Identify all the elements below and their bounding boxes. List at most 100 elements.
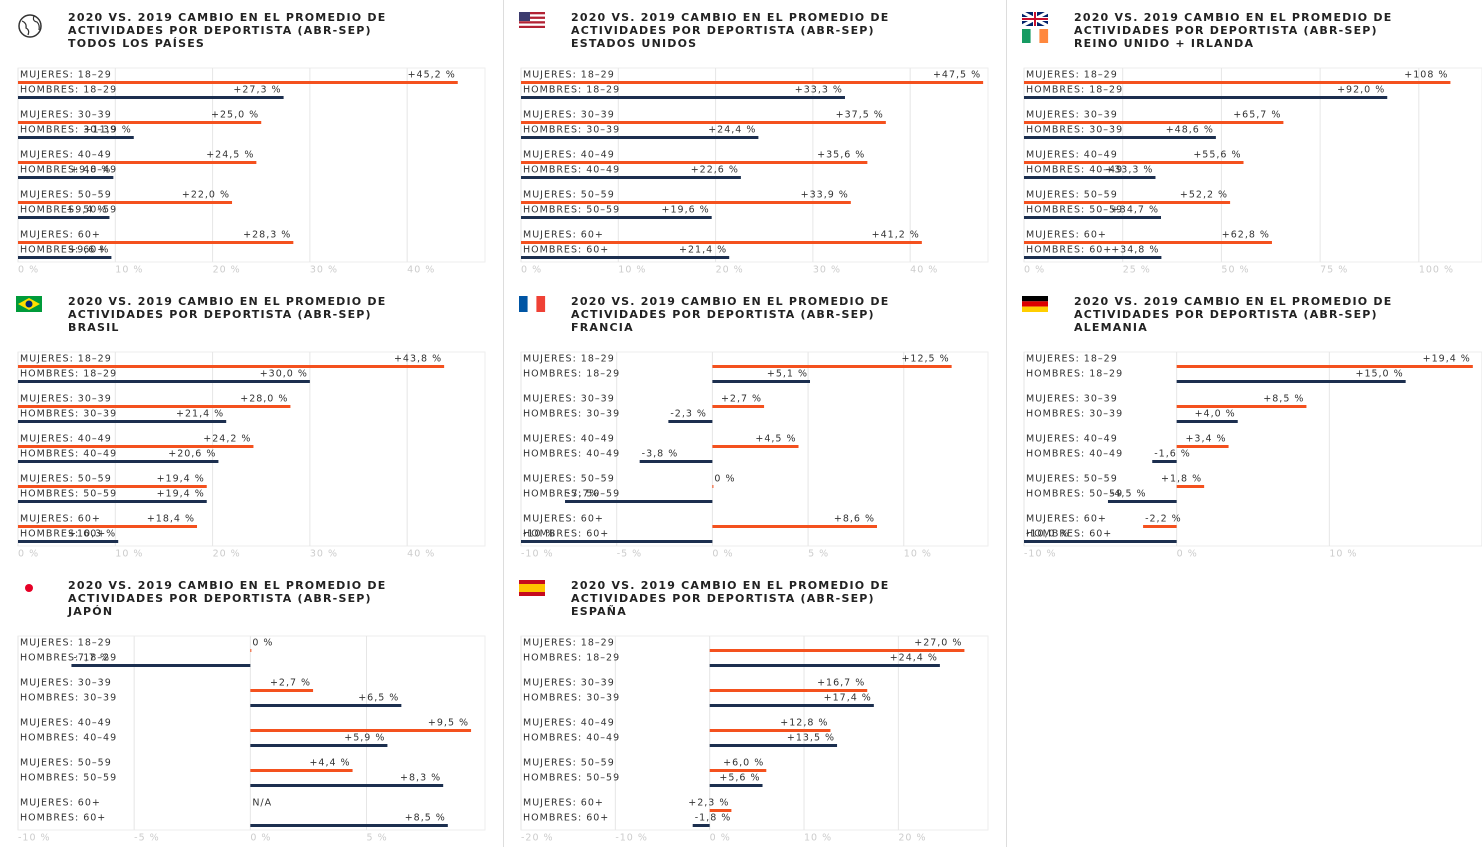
x-tick-label: 10 %: [904, 549, 932, 560]
category-label: HOMBRES: 40–49: [1026, 165, 1123, 176]
bar: [1176, 445, 1229, 448]
value-label: +4,0 %: [1195, 409, 1236, 420]
value-label: +27,0 %: [914, 638, 962, 649]
bar: [712, 445, 799, 448]
value-label: +47,5 %: [933, 70, 981, 81]
flag-icon: [18, 14, 42, 38]
x-tick-label: 5 %: [808, 549, 829, 560]
value-label: +37,5 %: [836, 110, 884, 121]
bar: [18, 485, 207, 488]
bar: [18, 365, 445, 368]
x-tick-label: 40 %: [407, 549, 435, 560]
bar: [1024, 136, 1216, 139]
category-label: MUJERES: 60+: [523, 230, 604, 241]
category-label: HOMBRES: 30–39: [523, 409, 620, 420]
chart-panel: 2020 VS. 2019 CAMBIO EN EL PROMEDIO DE A…: [0, 0, 500, 284]
chart-title: 2020 VS. 2019 CAMBIO EN EL PROMEDIO DE A…: [68, 295, 387, 321]
value-label: +28,3 %: [243, 230, 291, 241]
category-label: HOMBRES: 50–59: [523, 773, 620, 784]
bar: [250, 704, 402, 707]
value-label: +19,4 %: [157, 474, 205, 485]
category-label: HOMBRES: 18–29: [20, 653, 117, 664]
chart-panel: 2020 VS. 2019 CAMBIO EN EL PROMEDIO DE A…: [503, 284, 1003, 568]
bar: [709, 744, 838, 747]
category-label: MUJERES: 30–39: [1026, 394, 1118, 405]
bar: [18, 121, 262, 124]
bar: [639, 460, 713, 463]
chart: 0 % 10 % 20 % 30 % 40 % MUJERES: 18–29 +43,8 %…: [17, 351, 486, 560]
x-tick-label: 0 %: [18, 549, 39, 560]
category-label: HOMBRES: 60+: [523, 245, 609, 256]
chart-heading: 2020 VS. 2019 CAMBIO EN EL PROMEDIO DE A…: [571, 579, 901, 618]
value-label: +5,6 %: [719, 773, 760, 784]
flag-icon: [16, 580, 42, 596]
category-label: HOMBRES: 50–59: [1026, 205, 1123, 216]
chart-title: 2020 VS. 2019 CAMBIO EN EL PROMEDIO DE A…: [68, 579, 387, 605]
category-label: HOMBRES: 18–29: [523, 85, 620, 96]
value-label: +20,6 %: [168, 449, 216, 460]
category-label: MUJERES: 40–49: [1026, 150, 1118, 161]
value-label: +2,7 %: [721, 394, 762, 405]
value-label: +24,4 %: [708, 125, 756, 136]
value-label: +34,8 %: [1111, 245, 1159, 256]
bar: [709, 704, 874, 707]
x-tick-label: 0 %: [521, 265, 542, 276]
value-label: -2,3 %: [670, 409, 707, 420]
chart-heading: 2020 VS. 2019 CAMBIO EN EL PROMEDIO DE A…: [571, 295, 901, 334]
bar: [1024, 96, 1388, 99]
category-label: MUJERES: 60+: [1026, 230, 1107, 241]
chart: 0 % 10 % 20 % 30 % 40 % MUJERES: 18–29 +47,5 %…: [520, 67, 989, 276]
chart-title: 2020 VS. 2019 CAMBIO EN EL PROMEDIO DE A…: [1074, 11, 1393, 37]
value-label: +34,7 %: [1111, 205, 1159, 216]
x-tick-label: 10 %: [115, 549, 143, 560]
x-tick-label: -5 %: [134, 833, 160, 844]
category-label: HOMBRES: 50–59: [523, 205, 620, 216]
bar: [521, 241, 922, 244]
bar: [712, 405, 765, 408]
bar: [709, 664, 940, 667]
value-label: +15,0 %: [1355, 369, 1403, 380]
category-label: HOMBRES: 40–49: [523, 165, 620, 176]
chart-subtitle: FRANCIA: [571, 321, 634, 334]
column-separator: [1006, 0, 1007, 847]
value-label: +5,1 %: [767, 369, 808, 380]
category-label: MUJERES: 50–59: [523, 474, 615, 485]
bar: [709, 784, 763, 787]
x-tick-label: -10 %: [18, 833, 51, 844]
bar: [71, 664, 251, 667]
value-label: +52,2 %: [1180, 190, 1228, 201]
value-label: +55,6 %: [1193, 150, 1241, 161]
value-label: +24,5 %: [206, 150, 254, 161]
category-label: HOMBRES: 30–39: [1026, 409, 1123, 420]
value-label: -3,8 %: [642, 449, 679, 460]
chart-heading: 2020 VS. 2019 CAMBIO EN EL PROMEDIO DE A…: [68, 295, 398, 334]
category-label: HOMBRES: 40–49: [20, 449, 117, 460]
bar: [521, 216, 712, 219]
value-label: +1,8 %: [1161, 474, 1202, 485]
category-label: HOMBRES: 50–59: [1026, 489, 1123, 500]
value-label: +65,7 %: [1233, 110, 1281, 121]
x-tick-label: 0 %: [1177, 549, 1198, 560]
category-label: MUJERES: 50–59: [523, 758, 615, 769]
category-label: HOMBRES: 50–59: [523, 489, 620, 500]
x-tick-label: 0 %: [1024, 265, 1045, 276]
category-label: MUJERES: 18–29: [1026, 70, 1118, 81]
bar: [18, 380, 310, 383]
chart-heading: 2020 VS. 2019 CAMBIO EN EL PROMEDIO DE A…: [1074, 11, 1404, 50]
category-label: MUJERES: 18–29: [20, 638, 112, 649]
chart: -10 %0 %10 %20 %MUJERES: 18–29+19,4 %HOM…: [1023, 351, 1482, 560]
chart-subtitle: TODOS LOS PAÍSES: [68, 37, 206, 50]
bar: [1024, 216, 1162, 219]
flag-icon: [1022, 12, 1049, 43]
bar: [1152, 460, 1177, 463]
bar: [18, 420, 227, 423]
x-tick-label: 20 %: [213, 265, 241, 276]
bar: [521, 201, 851, 204]
x-tick-label: 0 %: [710, 833, 731, 844]
chart-title: 2020 VS. 2019 CAMBIO EN EL PROMEDIO DE A…: [1074, 295, 1393, 321]
value-label: +9,4 %: [66, 205, 107, 216]
bar: [18, 216, 110, 219]
chart-heading: 2020 VS. 2019 CAMBIO EN EL PROMEDIO DE A…: [68, 579, 398, 618]
category-label: MUJERES: 30–39: [523, 394, 615, 405]
flag-icon: [519, 12, 545, 28]
